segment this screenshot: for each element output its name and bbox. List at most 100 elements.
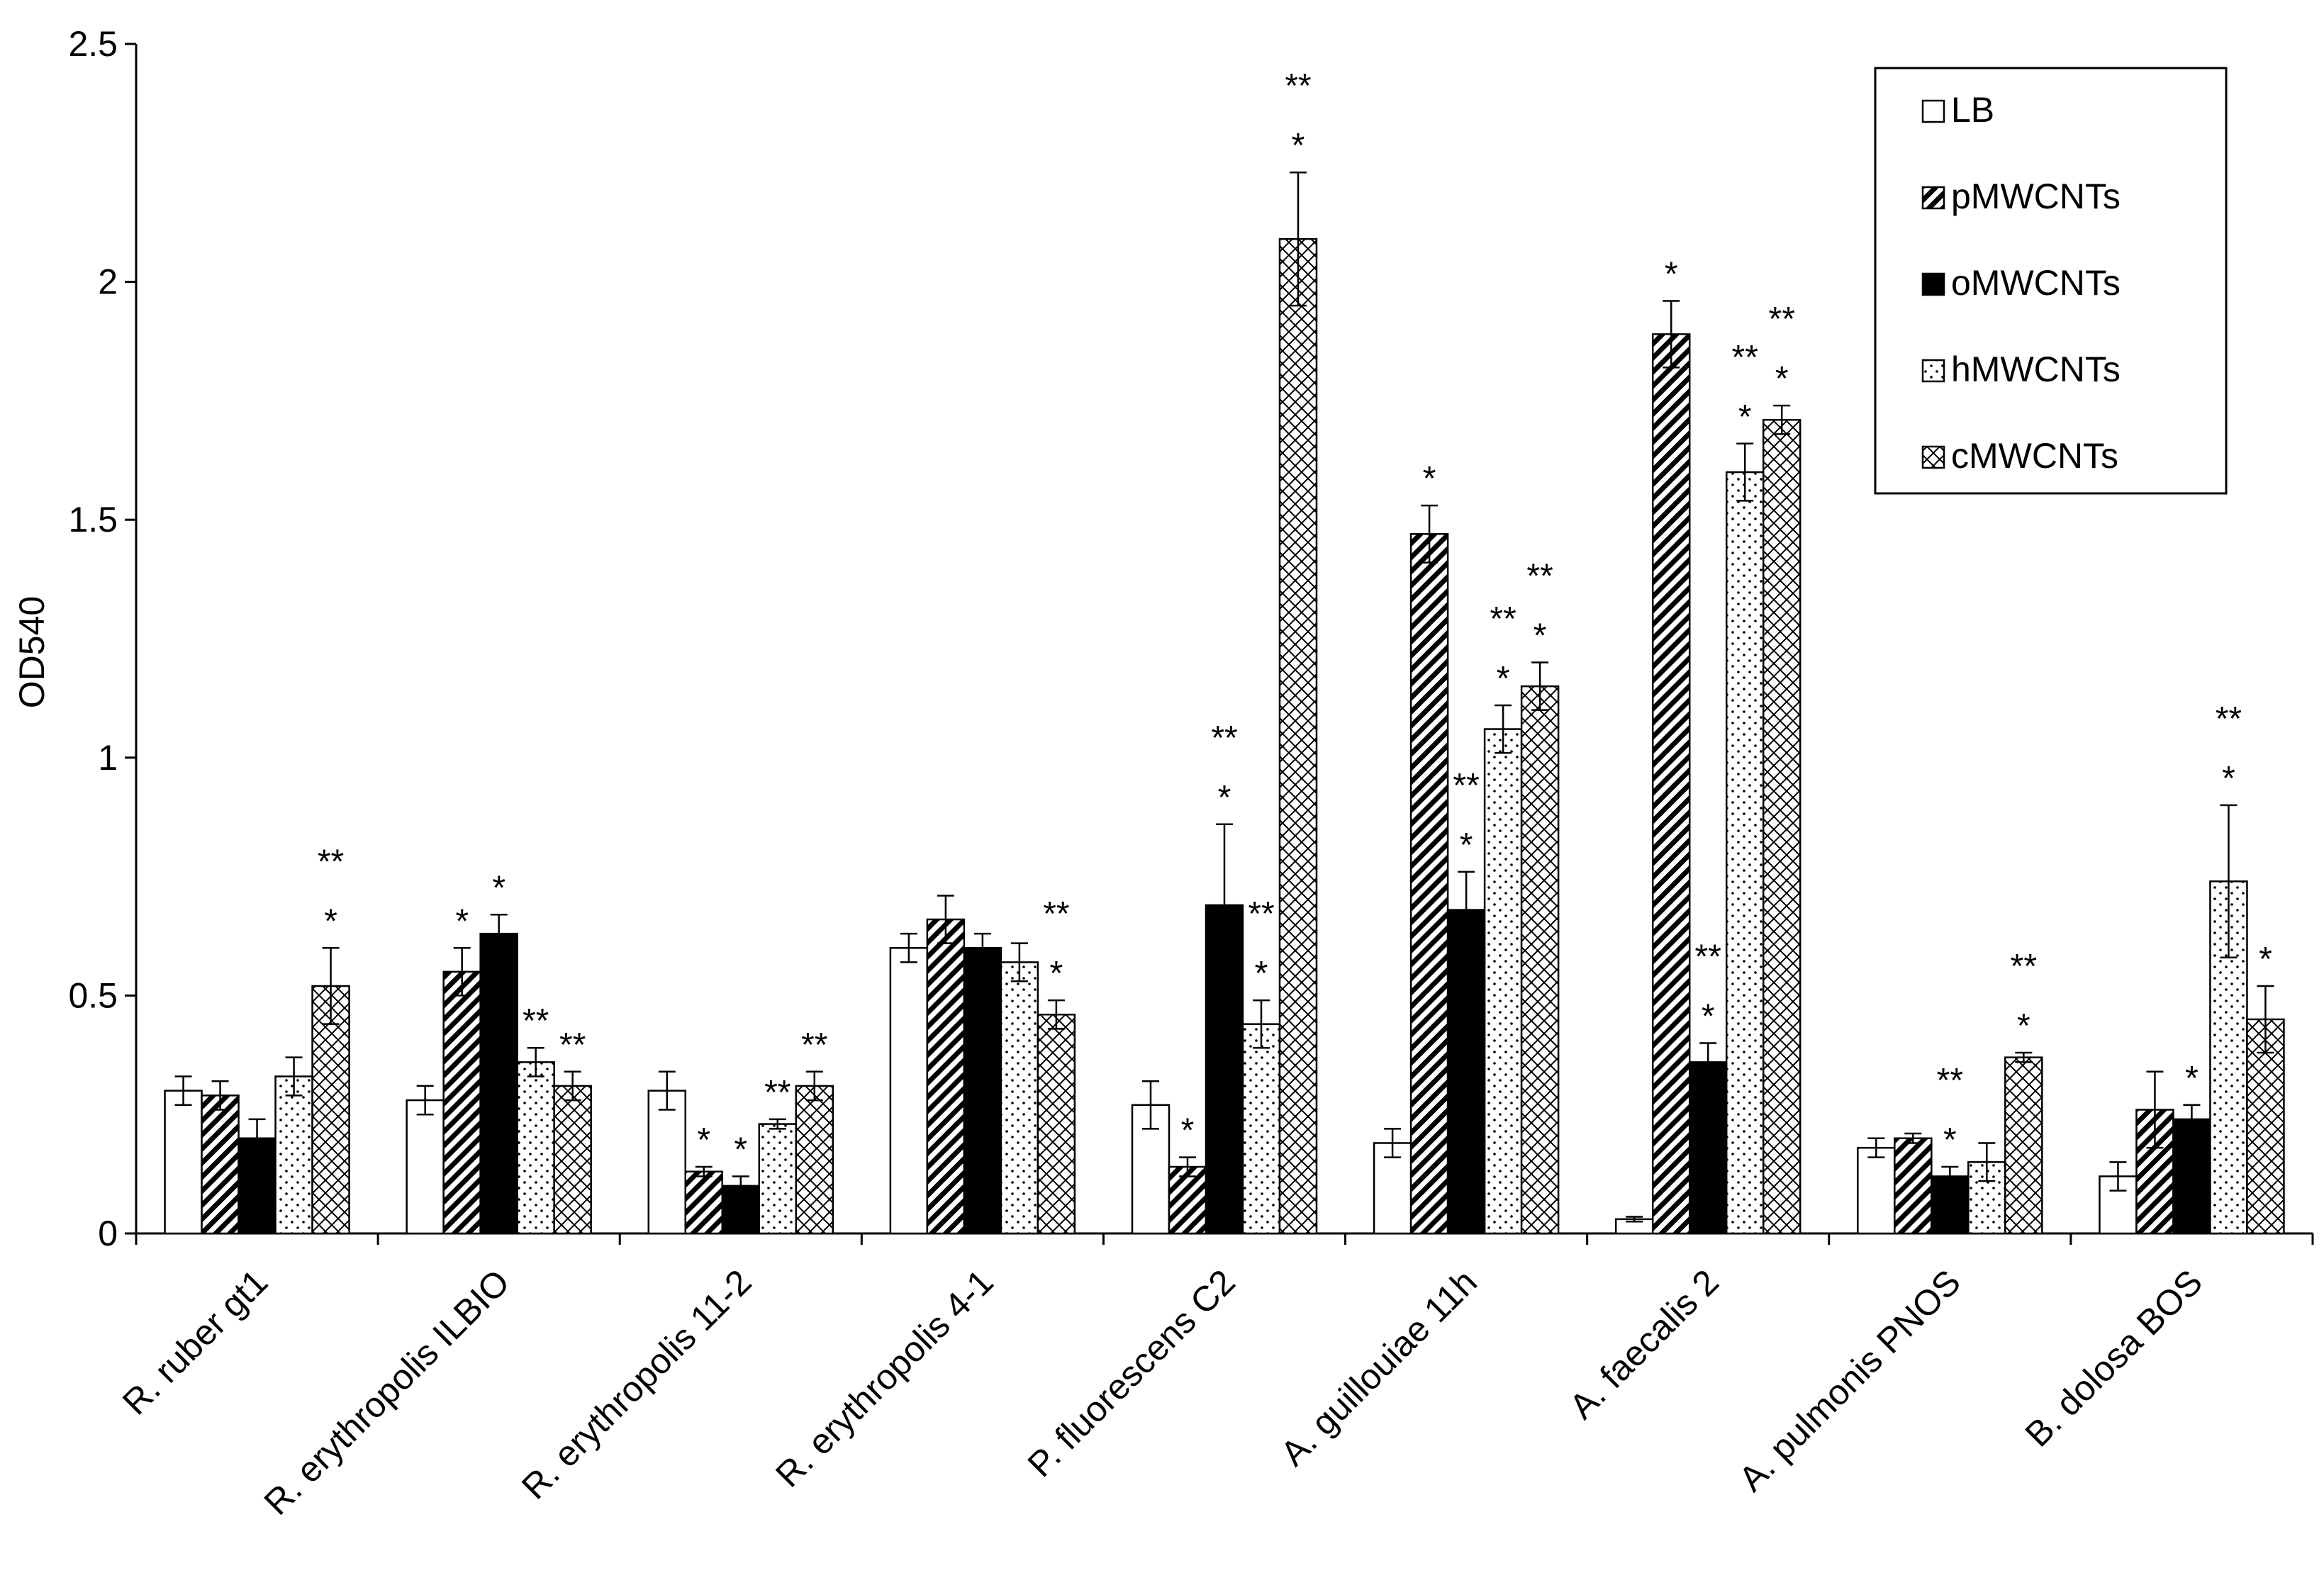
significance-label: ** [1453, 767, 1479, 805]
bar [963, 947, 1002, 1235]
significance-label: ** [2011, 948, 2037, 985]
x-category-label: A. pulmonis PNOS [1731, 1262, 1968, 1499]
legend-label: cMWCNTs [1951, 436, 2118, 476]
legend-label: hMWCNTs [1951, 349, 2121, 389]
significance-label: * [1218, 779, 1231, 817]
bar [1651, 333, 1691, 1235]
legend-label: oMWCNTs [1951, 263, 2121, 303]
significance-label: * [1702, 998, 1715, 1036]
significance-label: ** [801, 1026, 827, 1064]
significance-label: * [2017, 1007, 2030, 1045]
bar [1725, 471, 1765, 1235]
significance-label: ** [1526, 558, 1553, 595]
legend-swatch [1921, 359, 1945, 383]
x-category-label: A. faecalis 2 [1562, 1262, 1726, 1426]
significance-label: * [2222, 760, 2235, 797]
significance-label: * [324, 902, 337, 940]
significance-label: ** [1732, 339, 1758, 376]
bar [1168, 1165, 1207, 1235]
significance-label: * [1181, 1112, 1195, 1150]
significance-label: * [2259, 941, 2272, 978]
bar [479, 932, 518, 1235]
bar [1857, 1146, 1896, 1235]
bar [1409, 533, 1449, 1235]
bar [2246, 1018, 2285, 1235]
significance-label: * [1533, 617, 1547, 655]
bar [684, 1170, 724, 1235]
x-category-label: R. erythropolis ILBIO [257, 1262, 518, 1523]
significance-label: ** [523, 1002, 549, 1040]
bar [889, 947, 929, 1235]
significance-label: ** [1937, 1062, 1963, 1099]
significance-label: ** [2216, 700, 2242, 738]
significance-label: ** [1285, 67, 1311, 105]
bar [1446, 909, 1486, 1235]
y-axis-title: OD540 [12, 596, 52, 708]
legend-swatch [1921, 99, 1945, 123]
significance-label: * [1423, 460, 1436, 498]
bar [553, 1085, 592, 1235]
bar [1278, 237, 1318, 1235]
x-category-label: A. guillouiae 11h [1273, 1262, 1484, 1473]
bar [516, 1061, 555, 1235]
significance-label: * [1497, 660, 1510, 698]
significance-label: ** [1043, 895, 1069, 933]
x-category-label: P. fluorescens C2 [1020, 1262, 1243, 1484]
significance-label: * [1050, 955, 1063, 992]
significance-label: ** [1769, 301, 1795, 338]
significance-label: * [455, 902, 469, 940]
significance-label: ** [1248, 895, 1274, 933]
significance-label: * [697, 1121, 710, 1159]
significance-label: ** [1211, 720, 1237, 757]
significance-label: * [2185, 1060, 2199, 1097]
significance-label: * [1255, 955, 1268, 992]
significance-label: * [1665, 255, 1678, 293]
significance-label: ** [318, 843, 344, 880]
bar [795, 1085, 834, 1235]
significance-label: * [1738, 398, 1752, 436]
bar [1483, 728, 1523, 1235]
significance-label: * [1460, 827, 1473, 864]
y-tick-label: 1 [98, 738, 118, 778]
bar [926, 918, 966, 1235]
y-tick-label: 0.5 [68, 975, 118, 1015]
legend-label: pMWCNTs [1951, 177, 2121, 216]
significance-label: * [1775, 360, 1789, 398]
bar [406, 1099, 445, 1235]
x-category-label: B. dolosa BOS [2018, 1262, 2211, 1455]
x-category-label: R. erythropolis 11-2 [514, 1262, 759, 1506]
bar [2172, 1118, 2211, 1235]
bar [1000, 961, 1039, 1235]
bar [274, 1075, 313, 1235]
bar [1037, 1013, 1076, 1235]
bar [758, 1123, 798, 1235]
legend-label: LB [1951, 90, 1994, 130]
significance-label: ** [764, 1074, 791, 1112]
bar [1520, 685, 1560, 1235]
legend: LB pMWCNTs oMWCNTs hMWCNTs cMWCNTs [1874, 67, 2228, 495]
bar [201, 1094, 240, 1235]
significance-label: * [492, 869, 505, 907]
bar [442, 970, 481, 1235]
significance-label: * [1292, 127, 1305, 164]
bar [1894, 1137, 1933, 1235]
legend-swatch [1921, 445, 1945, 469]
y-tick-label: 1.5 [68, 500, 118, 539]
significance-label: ** [1695, 939, 1721, 976]
significance-label: * [1943, 1121, 1957, 1159]
x-category-label: R. erythropolis 4-1 [768, 1262, 1000, 1494]
bar [311, 985, 350, 1235]
y-tick-label: 0 [98, 1214, 118, 1253]
x-category-label: R. ruber gt1 [115, 1262, 275, 1422]
bar [1688, 1061, 1728, 1235]
legend-swatch [1921, 186, 1945, 210]
bar [1241, 1023, 1281, 1235]
significance-label: * [734, 1131, 747, 1168]
significance-label: ** [559, 1026, 586, 1064]
bar [1762, 418, 1801, 1235]
bar [2004, 1056, 2043, 1235]
legend-swatch [1921, 272, 1945, 296]
significance-label: ** [1490, 600, 1516, 638]
bar [647, 1090, 687, 1235]
